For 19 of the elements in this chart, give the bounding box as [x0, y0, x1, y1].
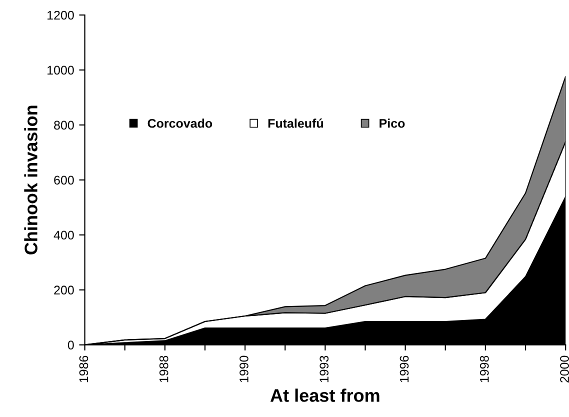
y-tick-label: 200: [54, 286, 74, 295]
x-tick-label: 1993: [320, 356, 329, 382]
y-tick-label: 400: [54, 230, 74, 240]
y-axis-title: Chinook invasion: [24, 106, 38, 254]
x-tick-label: 2000: [560, 356, 569, 382]
y-tick-label: 600: [54, 176, 74, 185]
x-tick-label: 1990: [240, 356, 248, 382]
x-tick-label: 1998: [480, 356, 489, 382]
x-tick-label: 1988: [159, 356, 168, 382]
y-tick-label: 1200: [48, 10, 74, 20]
legend-label: Futaleufú: [268, 118, 323, 128]
legend-label: Corcovado: [148, 118, 212, 128]
x-tick-label: 1996: [400, 356, 409, 382]
legend-label: Pico: [380, 118, 405, 128]
x-tick-label: 1986: [79, 356, 88, 382]
y-tick-label: 0: [68, 340, 74, 350]
y-tick-label: 800: [54, 120, 74, 130]
y-tick-label: 1000: [48, 66, 74, 75]
x-axis-title: At least from: [270, 388, 380, 402]
